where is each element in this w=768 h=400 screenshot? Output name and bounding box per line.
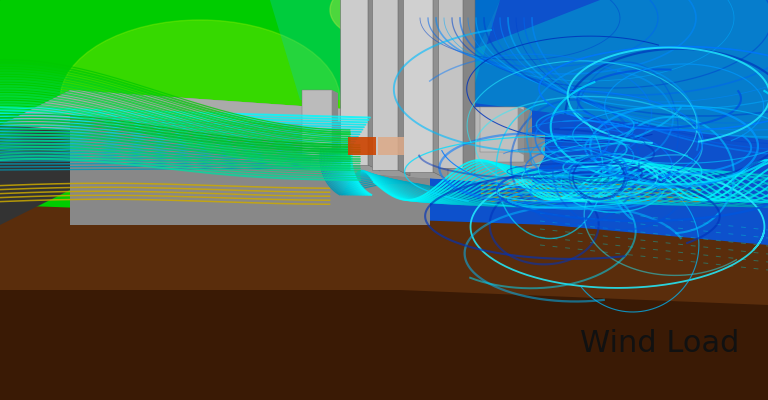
Polygon shape (310, 120, 545, 155)
Polygon shape (310, 140, 545, 185)
Polygon shape (0, 90, 70, 225)
Polygon shape (370, 0, 768, 140)
Polygon shape (0, 290, 768, 400)
Polygon shape (332, 90, 338, 158)
Polygon shape (340, 0, 368, 165)
Polygon shape (438, 0, 463, 168)
Polygon shape (70, 90, 430, 130)
Polygon shape (372, 0, 398, 170)
Polygon shape (368, 0, 380, 171)
Bar (474, 107, 524, 162)
Polygon shape (463, 0, 475, 174)
Polygon shape (70, 90, 430, 225)
Text: Wind Load: Wind Load (581, 329, 740, 358)
Polygon shape (518, 107, 524, 155)
Polygon shape (0, 90, 430, 150)
Polygon shape (403, 0, 433, 172)
Bar (348, 137, 376, 155)
Polygon shape (0, 205, 768, 400)
Bar (302, 90, 332, 155)
Polygon shape (270, 0, 500, 100)
Bar (480, 107, 518, 152)
Ellipse shape (60, 20, 340, 180)
Polygon shape (433, 0, 448, 180)
Polygon shape (370, 0, 768, 400)
Polygon shape (310, 140, 545, 185)
Ellipse shape (330, 0, 430, 40)
Bar (378, 137, 404, 155)
Polygon shape (400, 0, 768, 300)
Polygon shape (524, 107, 532, 166)
Polygon shape (398, 0, 410, 176)
